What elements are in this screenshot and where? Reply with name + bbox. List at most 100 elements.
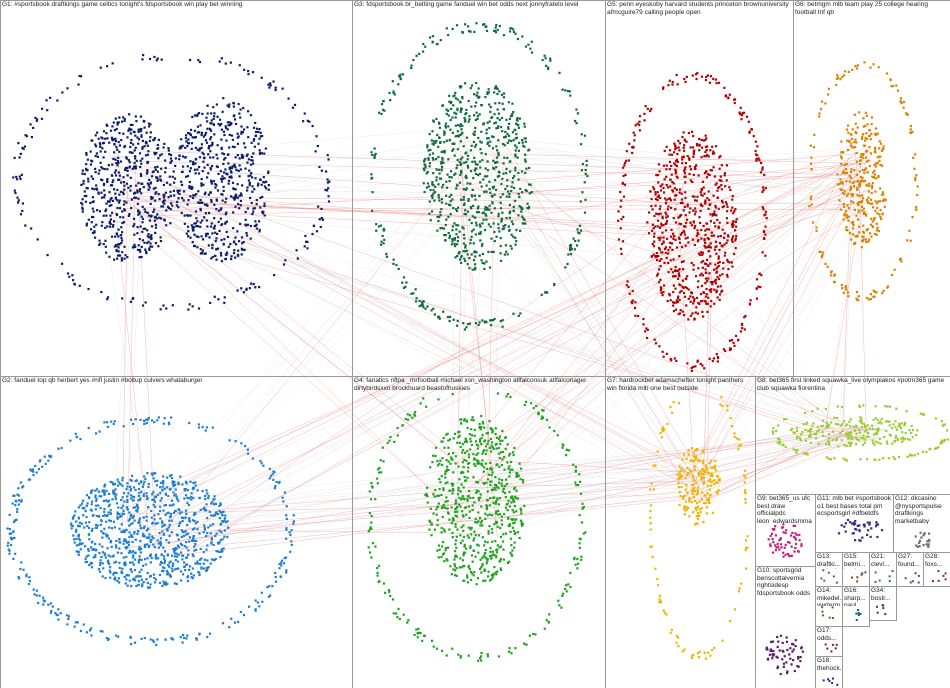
node: [462, 250, 465, 253]
node: [220, 238, 223, 242]
edge: [454, 163, 866, 466]
node: [153, 495, 157, 498]
node: [665, 222, 668, 225]
node: [101, 147, 104, 150]
node: [700, 261, 703, 264]
node: [125, 156, 128, 159]
node: [465, 326, 468, 329]
node: [740, 114, 744, 117]
node: [211, 143, 214, 146]
node: [25, 135, 28, 138]
node: [442, 161, 445, 165]
node: [236, 136, 239, 139]
node: [500, 126, 503, 129]
node: [121, 567, 124, 570]
node: [71, 524, 74, 528]
node: [158, 573, 162, 577]
node: [97, 504, 100, 507]
node: [706, 197, 709, 200]
node: [711, 152, 715, 155]
node: [482, 23, 485, 26]
node: [147, 125, 151, 128]
node: [194, 172, 197, 175]
node: [191, 537, 195, 540]
node: [507, 101, 510, 104]
node: [428, 165, 431, 168]
node: [388, 91, 391, 95]
node: [512, 312, 515, 315]
node: [703, 238, 706, 241]
edge: [116, 535, 161, 555]
node: [455, 187, 458, 190]
node: [287, 97, 290, 100]
node: [223, 133, 226, 137]
node: [675, 160, 678, 163]
node: [522, 144, 525, 147]
node: [152, 498, 156, 501]
node: [236, 132, 239, 135]
edge: [679, 177, 861, 195]
node: [140, 192, 143, 195]
node: [669, 299, 672, 302]
node: [228, 166, 231, 169]
node: [160, 167, 163, 170]
node: [234, 205, 237, 208]
node: [412, 292, 415, 295]
node: [112, 489, 115, 492]
node: [479, 166, 482, 169]
node: [456, 319, 459, 322]
node: [194, 222, 198, 225]
node: [126, 500, 129, 504]
node: [109, 509, 112, 512]
edge: [174, 461, 496, 516]
node: [89, 201, 92, 205]
node: [183, 544, 186, 548]
node: [186, 489, 189, 492]
node: [493, 87, 497, 90]
node: [80, 502, 84, 505]
node: [112, 483, 115, 486]
node: [138, 519, 141, 522]
node: [449, 118, 452, 122]
node: [458, 181, 462, 184]
node: [694, 275, 698, 278]
node: [138, 558, 141, 561]
node: [475, 251, 478, 254]
node: [432, 183, 435, 187]
node: [861, 135, 864, 138]
node: [865, 137, 869, 141]
node: [851, 193, 854, 196]
node: [202, 562, 205, 565]
node: [115, 493, 118, 496]
node: [114, 192, 117, 195]
node: [134, 538, 137, 541]
node: [183, 565, 186, 568]
node: [444, 122, 448, 125]
node: [138, 555, 141, 558]
node: [144, 248, 147, 251]
node: [202, 153, 205, 156]
node: [202, 183, 205, 186]
node: [148, 533, 151, 536]
node: [162, 570, 165, 573]
node: [247, 136, 250, 139]
edge: [107, 184, 456, 462]
node: [153, 55, 156, 59]
node: [177, 206, 180, 209]
node: [233, 165, 236, 168]
node: [278, 567, 281, 570]
node: [682, 260, 685, 263]
node: [154, 186, 157, 189]
node: [212, 514, 216, 517]
node: [249, 237, 252, 240]
node: [619, 190, 622, 194]
node: [130, 497, 133, 500]
node: [747, 120, 750, 123]
node: [97, 568, 101, 571]
node: [292, 520, 296, 523]
node: [839, 78, 842, 81]
node: [321, 218, 325, 221]
node: [175, 204, 178, 207]
node: [229, 195, 233, 198]
node: [169, 202, 173, 205]
